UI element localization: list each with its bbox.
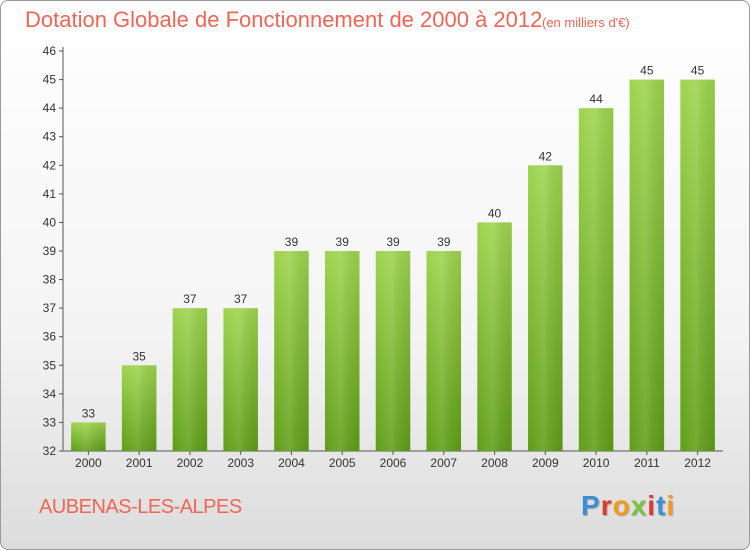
x-tick-label: 2005 <box>329 456 356 470</box>
x-tick-label: 2006 <box>380 456 407 470</box>
data-label: 37 <box>183 292 197 306</box>
logo-letter: r <box>600 490 613 521</box>
y-tick-label: 39 <box>43 244 57 258</box>
logo-letter: i <box>666 490 676 521</box>
y-tick-label: 44 <box>43 101 57 115</box>
bar-shine <box>629 79 665 452</box>
logo-letter: x <box>630 490 648 521</box>
bar-shine <box>426 251 462 451</box>
bar-shine <box>680 79 715 452</box>
data-label: 39 <box>437 235 451 249</box>
y-tick-label: 33 <box>43 415 57 429</box>
x-tick-label: 2004 <box>278 456 305 470</box>
data-label: 45 <box>640 64 654 78</box>
bar-shine <box>477 222 512 451</box>
proxiti-logo: Proxiti <box>581 490 675 522</box>
x-tick-label: 2010 <box>583 456 610 470</box>
y-tick-label: 41 <box>43 187 57 201</box>
chart-subtitle: (en milliers d'€) <box>542 15 630 30</box>
logo-letter: i <box>647 490 657 521</box>
y-tick-label: 35 <box>43 358 57 372</box>
bar-shine <box>71 422 106 451</box>
data-label: 40 <box>488 206 502 220</box>
y-tick-label: 43 <box>43 130 57 144</box>
x-tick-label: 2001 <box>126 456 153 470</box>
bars <box>71 79 715 452</box>
bar-shine <box>578 108 614 452</box>
x-tick-label: 2011 <box>634 456 660 470</box>
x-tick-label: 2009 <box>532 456 559 470</box>
bar-shine <box>121 365 157 451</box>
y-tick-label: 42 <box>43 158 57 172</box>
y-tick-label: 46 <box>43 44 57 58</box>
x-tick-label: 2007 <box>430 456 457 470</box>
data-label: 42 <box>539 149 553 163</box>
data-label: 44 <box>589 92 603 106</box>
data-label: 39 <box>285 235 299 249</box>
logo-letter: P <box>581 490 601 521</box>
data-label: 33 <box>82 406 96 420</box>
bar-shine <box>274 251 309 451</box>
bar-shine <box>223 308 258 451</box>
labels: 33 2000 35 2001 37 2002 37 2003 39 2004 39 2005 39 20… <box>75 64 711 470</box>
data-label: 45 <box>691 64 705 78</box>
y-tick-label: 32 <box>43 444 57 458</box>
commune-name: AUBENAS-LES-ALPES <box>39 496 242 518</box>
logo-letter: o <box>612 490 631 521</box>
x-tick-label: 2012 <box>684 456 711 470</box>
bar-shine <box>528 165 563 452</box>
x-tick-label: 2002 <box>177 456 204 470</box>
y-tick-label: 40 <box>43 215 57 229</box>
data-label: 39 <box>386 235 400 249</box>
bar-shine <box>375 251 411 451</box>
x-tick-label: 2000 <box>75 456 102 470</box>
data-label: 37 <box>234 292 248 306</box>
data-label: 39 <box>336 235 350 249</box>
y-tick-label: 45 <box>43 73 57 87</box>
y-tick-label: 38 <box>43 273 57 287</box>
logo-letter: t <box>656 490 667 521</box>
data-label: 35 <box>132 349 146 363</box>
y-tick-label: 37 <box>43 301 57 315</box>
chart-title: Dotation Globale de Fonctionnement de 20… <box>25 7 543 32</box>
y-tick-label: 36 <box>43 330 57 344</box>
bar-shine <box>324 251 360 451</box>
axes: 32 33 34 35 36 37 38 39 40 41 42 43 44 45 46 <box>43 44 723 458</box>
x-tick-label: 2003 <box>227 456 254 470</box>
y-tick-label: 34 <box>43 387 57 401</box>
x-tick-label: 2008 <box>481 456 508 470</box>
bar-shine <box>172 308 208 451</box>
